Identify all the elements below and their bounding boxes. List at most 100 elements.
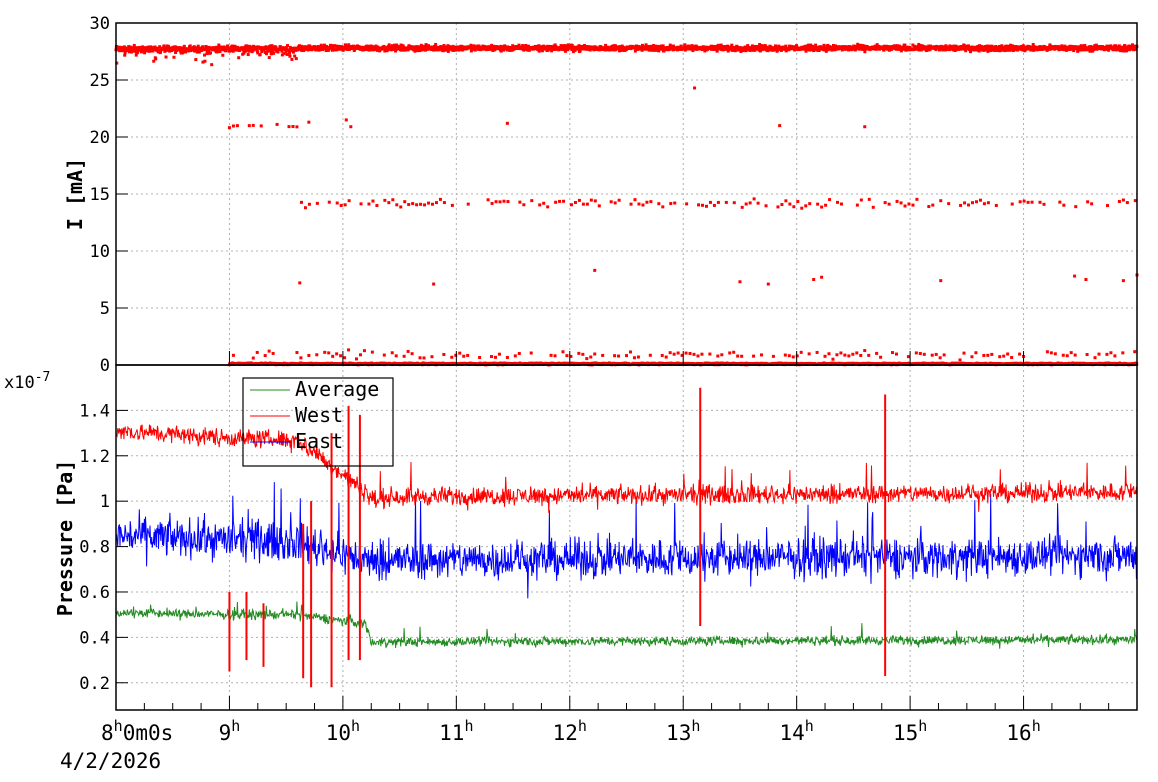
current-data-point xyxy=(1072,49,1076,53)
current-data-point xyxy=(227,126,231,130)
current-data-point xyxy=(329,43,333,47)
current-data-point xyxy=(536,46,540,50)
current-data-point xyxy=(643,47,647,51)
current-data-point xyxy=(809,46,813,50)
current-data-point xyxy=(721,48,725,52)
current-data-point xyxy=(347,43,351,47)
current-data-point xyxy=(327,200,331,204)
current-data-point xyxy=(1130,43,1134,47)
current-data-point xyxy=(319,43,323,47)
current-data-point xyxy=(743,47,747,51)
current-data-point xyxy=(508,48,512,52)
current-data-point xyxy=(546,205,550,209)
current-data-point xyxy=(324,49,328,53)
current-data-point xyxy=(546,48,550,52)
current-data-point xyxy=(861,47,865,51)
current-data-point xyxy=(382,44,386,48)
current-data-point xyxy=(252,48,256,52)
current-data-point xyxy=(193,49,197,53)
current-data-point xyxy=(272,51,276,55)
current-data-point xyxy=(839,202,843,206)
current-data-point xyxy=(1026,200,1030,204)
current-data-point xyxy=(934,48,938,52)
current-data-point xyxy=(135,46,139,50)
current-data-point xyxy=(899,201,903,205)
current-data-point xyxy=(903,43,907,47)
current-data-point xyxy=(294,57,298,61)
current-data-point xyxy=(214,45,218,49)
current-data-point xyxy=(788,202,792,206)
current-data-point xyxy=(201,60,205,64)
current-data-point xyxy=(1074,205,1078,209)
current-data-point xyxy=(444,48,448,52)
current-data-point xyxy=(752,45,756,49)
current-data-point xyxy=(518,200,522,204)
current-data-point xyxy=(411,202,415,206)
current-data-point xyxy=(400,48,404,52)
current-data-point xyxy=(339,203,343,207)
current-data-point xyxy=(708,200,712,204)
current-data-point xyxy=(499,49,503,53)
current-data-point xyxy=(466,202,470,206)
current-data-point xyxy=(498,46,502,50)
current-data-point xyxy=(375,204,379,208)
current-data-point xyxy=(607,46,611,50)
current-data-point xyxy=(597,204,601,208)
current-data-point xyxy=(724,200,728,204)
current-data-point xyxy=(194,58,198,62)
current-data-point xyxy=(195,50,199,54)
current-data-point xyxy=(135,51,139,55)
current-data-point xyxy=(571,47,575,51)
current-data-point xyxy=(911,43,915,47)
current-data-point xyxy=(297,44,301,48)
current-data-point xyxy=(392,47,396,51)
current-data-point xyxy=(204,45,208,49)
current-data-point xyxy=(894,44,898,48)
current-data-point xyxy=(300,48,304,52)
current-data-point xyxy=(369,44,373,48)
current-data-point xyxy=(907,48,911,52)
current-data-point xyxy=(521,44,525,48)
current-data-point xyxy=(637,202,641,206)
current-data-point xyxy=(179,51,183,55)
current-data-point xyxy=(895,199,899,203)
current-data-point xyxy=(1104,47,1108,51)
current-data-point xyxy=(744,202,748,206)
current-data-point xyxy=(399,205,403,209)
current-data-point xyxy=(208,51,212,55)
current-data-point xyxy=(629,202,633,206)
current-data-point xyxy=(656,44,660,48)
current-data-point xyxy=(419,202,423,206)
current-data-point xyxy=(690,44,694,48)
current-data-point xyxy=(307,47,311,51)
current-data-point xyxy=(1133,199,1137,203)
current-data-point xyxy=(769,45,773,49)
current-data-point xyxy=(442,201,446,205)
current-data-point xyxy=(859,198,863,202)
current-data-point xyxy=(854,44,858,48)
current-data-point xyxy=(222,45,226,49)
current-data-point xyxy=(419,43,423,47)
current-data-point xyxy=(824,49,828,53)
current-data-point xyxy=(968,50,972,54)
current-data-point xyxy=(654,44,658,48)
current-data-point xyxy=(246,53,250,57)
current-data-point xyxy=(562,48,566,52)
current-data-point xyxy=(235,45,239,49)
current-data-point xyxy=(173,48,177,52)
current-data-point xyxy=(998,49,1002,53)
current-data-point xyxy=(939,199,943,203)
current-data-point xyxy=(451,44,455,48)
current-data-point xyxy=(129,50,133,54)
current-data-point xyxy=(772,46,776,50)
current-data-point xyxy=(1127,48,1131,52)
current-data-point xyxy=(158,45,162,49)
current-data-point xyxy=(973,45,977,49)
current-data-point xyxy=(963,201,967,205)
current-data-point xyxy=(423,46,427,50)
current-data-point xyxy=(477,44,481,48)
current-data-point xyxy=(758,42,762,46)
current-data-point xyxy=(604,43,608,47)
current-data-point xyxy=(386,47,390,51)
current-data-point xyxy=(331,46,335,50)
